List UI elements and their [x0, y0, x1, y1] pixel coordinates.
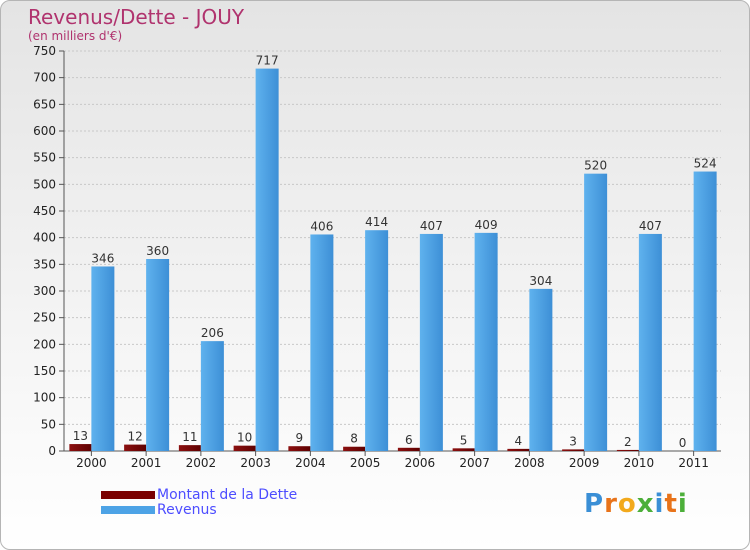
logo-letter: i: [677, 489, 688, 519]
debt-value-label: 12: [127, 430, 142, 444]
legend-swatch-debt: [101, 491, 155, 499]
revenue-value-label: 346: [91, 251, 114, 265]
revenue-value-label: 524: [694, 157, 717, 171]
y-tick-label: 350: [33, 257, 56, 271]
y-tick-label: 450: [33, 204, 56, 218]
revenue-bar: [638, 233, 662, 451]
y-tick-label: 200: [33, 337, 56, 351]
x-tick-label: 2007: [459, 456, 490, 470]
debt-value-label: 10: [237, 431, 252, 445]
x-tick-label: 2000: [76, 456, 107, 470]
y-tick-label: 400: [33, 231, 56, 245]
debt-value-label: 11: [182, 430, 197, 444]
logo-letter: P: [584, 489, 605, 519]
debt-value-label: 3: [569, 434, 577, 448]
y-tick-label: 0: [48, 444, 56, 458]
y-tick-label: 500: [33, 177, 56, 191]
revenue-bar: [146, 259, 170, 451]
debt-value-label: 0: [679, 436, 687, 450]
x-tick-label: 2004: [295, 456, 326, 470]
y-tick-label: 650: [33, 97, 56, 111]
debt-value-label: 8: [350, 432, 358, 446]
y-tick-label: 100: [33, 391, 56, 405]
legend-swatch-revenue: [101, 506, 155, 514]
x-tick-label: 2002: [186, 456, 217, 470]
revenue-value-label: 304: [529, 274, 552, 288]
logo-letter: r: [604, 489, 618, 519]
debt-value-label: 2: [624, 435, 632, 449]
revenue-value-label: 360: [146, 244, 169, 258]
gridlines: [64, 50, 721, 425]
debt-value-label: 13: [73, 429, 88, 443]
revenue-bar: [365, 230, 389, 451]
debt-bar: [616, 449, 639, 451]
chart-title: Revenus/Dette - JOUY: [28, 5, 245, 29]
y-tick-label: 300: [33, 284, 56, 298]
x-tick-label: 2006: [405, 456, 436, 470]
y-tick-label: 150: [33, 364, 56, 378]
revenue-value-label: 406: [310, 219, 333, 233]
revenue-value-label: 407: [420, 219, 443, 233]
revenue-bar: [310, 234, 334, 451]
revenue-value-label: 206: [201, 326, 224, 340]
revenue-value-label: 409: [475, 218, 498, 232]
revenue-bar: [200, 341, 224, 451]
revenue-value-label: 407: [639, 219, 662, 233]
x-tick-label: 2009: [569, 456, 600, 470]
debt-bar: [178, 445, 201, 451]
y-tick-label: 50: [41, 417, 56, 431]
revenue-bar: [91, 266, 115, 451]
debt-value-label: 6: [405, 433, 413, 447]
x-tick-label: 2003: [240, 456, 271, 470]
chart-subtitle: (en milliers d'€): [28, 29, 123, 43]
y-tick-label: 600: [33, 124, 56, 138]
proxiti-logo: Proxiti: [584, 489, 688, 519]
axes: 0501001502002503003504004505005506006507…: [33, 44, 721, 470]
logo-letter: i: [654, 489, 665, 519]
x-tick-label: 2010: [624, 456, 655, 470]
debt-value-label: 9: [296, 431, 304, 445]
debt-bar: [343, 446, 366, 451]
debt-bar: [233, 445, 256, 451]
debt-bar: [452, 448, 475, 451]
logo-letter: t: [664, 489, 678, 519]
x-tick-label: 2001: [131, 456, 162, 470]
revenue-bar: [584, 173, 608, 451]
y-tick-label: 750: [33, 44, 56, 58]
revenue-bar: [255, 68, 279, 451]
x-tick-label: 2008: [514, 456, 545, 470]
revenue-bar: [529, 288, 553, 451]
x-tick-label: 2005: [350, 456, 381, 470]
x-tick-label: 2011: [678, 456, 709, 470]
logo-letter: x: [636, 489, 655, 519]
legend-label-revenue: Revenus: [157, 502, 217, 518]
debt-value-label: 5: [460, 433, 468, 447]
revenue-value-label: 414: [365, 215, 388, 229]
debt-bar: [562, 449, 585, 451]
bars: [69, 68, 717, 452]
y-tick-label: 550: [33, 151, 56, 165]
revenue-bar: [419, 233, 443, 451]
revenue-value-label: 717: [256, 54, 279, 68]
debt-bar: [124, 444, 147, 451]
data-labels: 1334612360112061071794068414640754094304…: [73, 54, 717, 450]
legend-label-debt: Montant de la Dette: [157, 487, 298, 503]
debt-value-label: 4: [515, 434, 523, 448]
revenue-bar: [693, 171, 717, 452]
revenue-value-label: 520: [584, 159, 607, 173]
y-tick-label: 250: [33, 311, 56, 325]
debt-bar: [288, 446, 311, 451]
debt-bar: [397, 447, 420, 451]
logo-letter: o: [617, 489, 637, 519]
debt-bar: [69, 444, 92, 451]
y-tick-label: 700: [33, 71, 56, 85]
revenue-bar: [474, 232, 498, 451]
debt-bar: [507, 448, 530, 451]
